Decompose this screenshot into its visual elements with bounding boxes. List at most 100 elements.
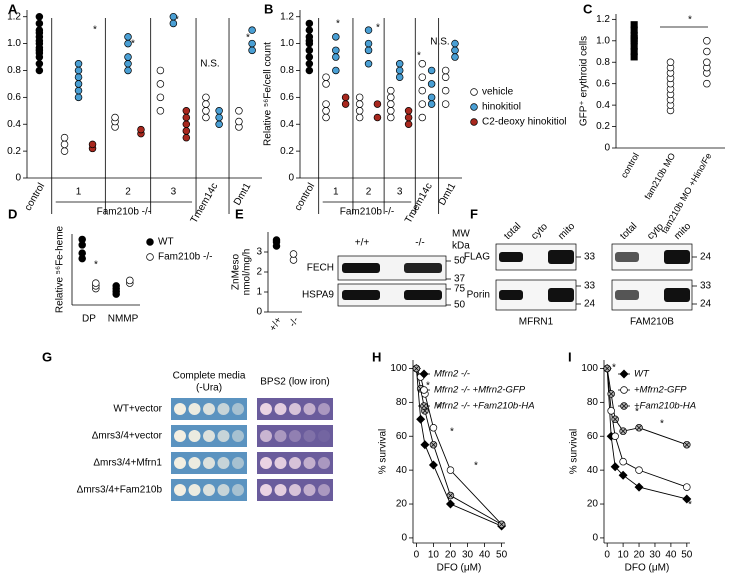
annotation: * bbox=[376, 23, 380, 34]
yeast-spot bbox=[203, 484, 215, 496]
series-line bbox=[606, 368, 687, 500]
data-point bbox=[607, 407, 615, 415]
y-tick-label: 2 bbox=[256, 267, 262, 278]
data-point bbox=[74, 66, 83, 75]
data-point bbox=[78, 235, 86, 244]
y-tick-label: 0 bbox=[288, 173, 294, 184]
strain-label: Δmrs3/4+Fam210b bbox=[77, 485, 163, 496]
annotation: * bbox=[426, 381, 430, 392]
annotation: * bbox=[131, 39, 135, 50]
x-tick-label: 10 bbox=[428, 550, 440, 561]
data-point bbox=[156, 107, 165, 115]
annotation: * bbox=[688, 15, 692, 26]
yeast-spot bbox=[188, 430, 201, 442]
yeast-spot bbox=[260, 430, 272, 442]
blot-frame bbox=[337, 283, 447, 307]
legend-marker-cross bbox=[621, 403, 627, 409]
data-point bbox=[169, 12, 178, 21]
y-axis-label: Relative ⁵⁶Fe-heme/cell count bbox=[0, 28, 1, 160]
x-tick-label: Tmem14c bbox=[189, 181, 221, 225]
y-tick-label: 0.4 bbox=[7, 119, 21, 130]
blot-band bbox=[499, 252, 523, 262]
data-point bbox=[156, 80, 165, 88]
legend-label: C2-deoxy hinokitiol bbox=[482, 117, 567, 128]
yeast-spot bbox=[274, 430, 287, 442]
data-point bbox=[703, 47, 711, 56]
y-tick-label: 60 bbox=[396, 431, 408, 442]
data-point bbox=[418, 73, 427, 81]
legend-marker bbox=[470, 103, 478, 111]
data-point bbox=[74, 60, 83, 68]
x-tick-label: Dmt1 bbox=[232, 181, 254, 208]
annotation: * bbox=[417, 51, 421, 62]
protein-label: FLAG bbox=[464, 252, 490, 263]
y-axis-label: Relative ⁵⁶Fe-heme bbox=[55, 225, 66, 313]
y-tick-label: 0.2 bbox=[7, 146, 21, 157]
condition-label: (-Ura) bbox=[196, 383, 222, 394]
condition-label: Complete media bbox=[173, 371, 246, 382]
data-point bbox=[364, 39, 373, 48]
yeast-spot bbox=[260, 484, 272, 496]
data-point bbox=[60, 133, 69, 142]
data-point bbox=[364, 46, 373, 55]
annotation: * bbox=[94, 260, 98, 271]
data-point bbox=[427, 66, 436, 75]
panel-label: F bbox=[470, 206, 478, 221]
y-tick-label: 1.2 bbox=[596, 14, 610, 25]
data-point bbox=[332, 66, 340, 75]
y-tick-label: 1.2 bbox=[7, 11, 21, 22]
y-tick-label: 80 bbox=[587, 397, 599, 408]
yeast-spot bbox=[232, 457, 244, 469]
strain-label: Δmrs3/4+Mfrn1 bbox=[93, 458, 162, 469]
data-point bbox=[332, 33, 340, 41]
data-point bbox=[235, 107, 243, 115]
yeast-spot bbox=[318, 484, 330, 496]
blot-band bbox=[404, 290, 442, 300]
data-point bbox=[703, 37, 711, 45]
data-point bbox=[373, 113, 382, 122]
series-line bbox=[415, 368, 502, 527]
y-tick-label: 0.4 bbox=[280, 119, 294, 130]
mw-marker: 50 bbox=[454, 300, 466, 311]
data-point bbox=[137, 125, 145, 134]
y-tick-label: 100 bbox=[581, 363, 598, 374]
y-axis-label: % survival bbox=[378, 429, 389, 475]
data-point bbox=[364, 60, 373, 68]
y-tick-label: 0 bbox=[604, 143, 610, 154]
mw-marker: 50 bbox=[454, 256, 466, 267]
y-tick-label: 0.6 bbox=[596, 78, 610, 89]
data-point bbox=[305, 53, 314, 61]
data-point bbox=[441, 73, 450, 81]
y-tick-label: 20 bbox=[587, 499, 599, 510]
annotation: * bbox=[612, 363, 616, 374]
data-point bbox=[610, 462, 620, 472]
data-point bbox=[682, 494, 692, 504]
x-tick-label: 2 bbox=[125, 187, 131, 198]
yeast-spot bbox=[232, 403, 244, 415]
yeast-spot bbox=[217, 484, 230, 496]
annotation: * bbox=[450, 427, 454, 438]
x-tick-label: 30 bbox=[462, 550, 474, 561]
data-point bbox=[387, 107, 395, 115]
yeast-spot bbox=[274, 484, 287, 496]
data-point bbox=[215, 120, 223, 128]
data-point bbox=[332, 53, 340, 61]
y-tick-label: 1.2 bbox=[280, 11, 294, 22]
data-point bbox=[202, 100, 210, 108]
y-tick-label: 80 bbox=[396, 397, 408, 408]
y-tick-label: 0.8 bbox=[7, 65, 21, 76]
blot-band bbox=[342, 290, 380, 300]
x-tick-label: 3 bbox=[171, 187, 177, 198]
data-point bbox=[418, 60, 427, 68]
yeast-spot bbox=[203, 403, 215, 415]
y-tick-label: 20 bbox=[396, 499, 408, 510]
data-point bbox=[355, 113, 364, 122]
data-point bbox=[215, 113, 223, 122]
legend-marker bbox=[419, 369, 429, 379]
yeast-spot bbox=[318, 457, 330, 469]
data-point bbox=[74, 73, 83, 81]
yeast-spot bbox=[318, 430, 330, 442]
legend-marker bbox=[470, 88, 478, 96]
